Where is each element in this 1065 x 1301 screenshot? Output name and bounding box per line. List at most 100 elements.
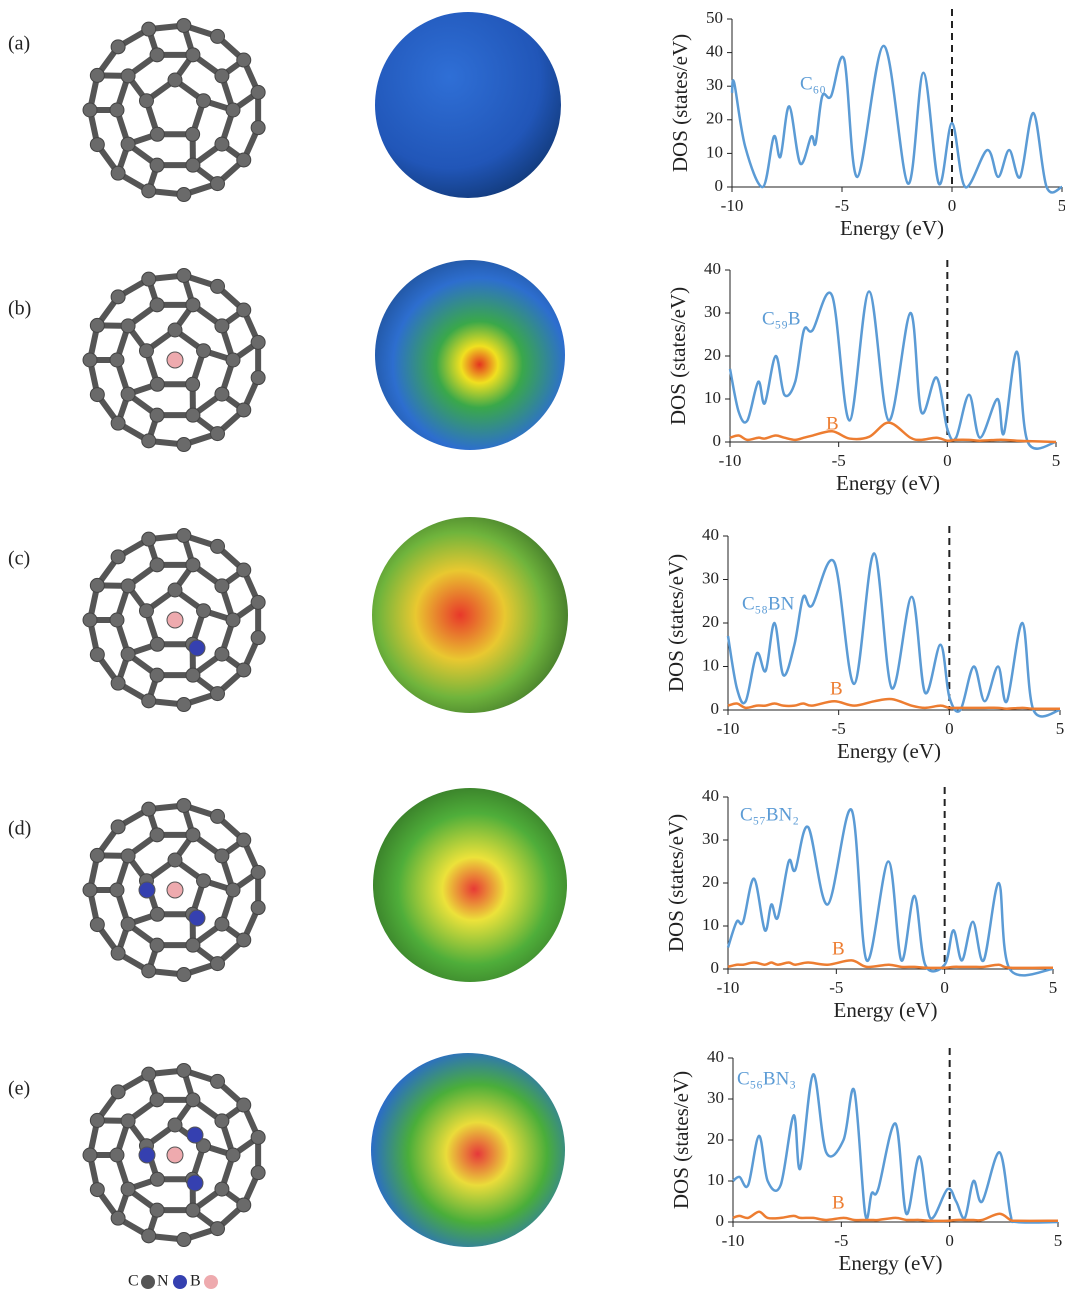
y-axis-label: DOS (states/eV) [669,1071,693,1209]
y-tick-label: 30 [702,568,719,587]
atom [150,158,164,172]
atom [111,946,125,960]
atom [237,303,251,317]
series-label: C₅₇BN₂ [740,804,799,825]
atom [251,85,265,99]
x-tick-label: 5 [1056,719,1065,738]
x-tick-label: -5 [829,978,843,997]
atom [90,648,104,662]
atom [177,438,191,452]
x-tick-label: 5 [1052,451,1061,470]
x-tick-label: -10 [717,719,740,738]
panel-label: (d) [8,818,31,840]
legend-label: B [190,1273,201,1290]
x-tick-label: -10 [717,978,740,997]
x-tick-label: -10 [721,196,744,215]
atom [83,1148,97,1162]
atom [142,532,156,546]
atom [251,121,265,135]
molecule [83,528,265,711]
atom [110,353,124,367]
y-tick-label: 20 [704,345,721,364]
series-label: B [832,1192,845,1213]
y-tick-label: 50 [706,8,723,27]
atom [83,353,97,367]
atom [177,18,191,32]
atom [226,613,240,627]
atom [150,907,164,921]
atom [186,828,200,842]
atom [111,820,125,834]
molecule [83,798,265,981]
atom [142,694,156,708]
series-label: C₆₀ [800,73,826,94]
esp-surface [373,788,567,982]
atom [186,1093,200,1107]
atom [177,268,191,282]
atom [83,883,97,897]
dopant-atom [189,640,205,656]
atom [251,631,265,645]
atom [237,563,251,577]
y-tick-label: 0 [715,176,724,195]
atom [90,318,104,332]
atom [111,550,125,564]
y-tick-label: 10 [707,1170,724,1189]
panel-label: (a) [8,33,30,55]
legend-swatch [141,1275,155,1289]
atom [90,68,104,82]
atom [150,298,164,312]
dopant-atom [167,352,183,368]
atom [121,579,135,593]
atom [177,1063,191,1077]
atom [111,676,125,690]
x-axis-label: Energy (eV) [840,216,944,240]
atom [177,188,191,202]
atom [186,377,200,391]
x-tick-label: -5 [834,1231,848,1250]
atom [121,849,135,863]
atom [142,964,156,978]
y-tick-label: 0 [711,699,720,718]
atom [111,166,125,180]
atom [121,647,135,661]
atom [150,1093,164,1107]
y-tick-label: 10 [706,142,723,161]
y-tick-label: 40 [706,42,723,61]
atom [215,849,229,863]
atom [197,94,211,108]
atom [186,158,200,172]
esp-surface [371,1053,565,1247]
atom [142,1229,156,1243]
atom [150,408,164,422]
dopant-atom [139,882,155,898]
atom [90,1113,104,1127]
esp-surfaces [371,12,568,1247]
atom [251,1166,265,1180]
atom [90,138,104,152]
atom [251,335,265,349]
dopant-atom [189,910,205,926]
atom [121,1114,135,1128]
atom [251,371,265,385]
y-tick-label: 30 [707,1088,724,1107]
x-axis-label: Energy (eV) [834,998,938,1022]
series-label: B [832,938,845,959]
dos-line [733,1074,1058,1222]
atom [211,539,225,553]
molecule [83,268,265,451]
x-tick-label: 5 [1049,978,1058,997]
atom [197,604,211,618]
y-axis-label: DOS (states/eV) [668,34,692,172]
atom [251,1130,265,1144]
y-axis-label: DOS (states/eV) [666,287,690,425]
atom [237,663,251,677]
y-tick-label: 40 [704,259,721,278]
atom [121,137,135,151]
atom [237,53,251,67]
y-tick-label: 30 [706,75,723,94]
atom [150,377,164,391]
